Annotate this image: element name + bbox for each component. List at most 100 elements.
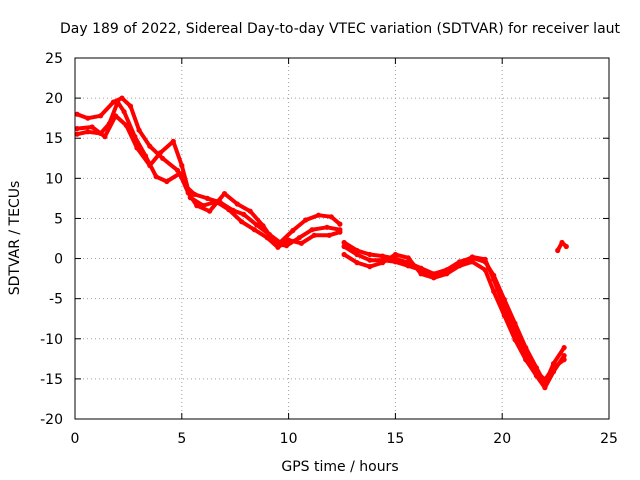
data-point: [326, 232, 332, 238]
tick-labels: 0 5 10 15 20 25 -20 -15 -10 -5 0 5 10 15 20 25: [40, 51, 618, 447]
data-point: [354, 260, 360, 266]
x-tick-label: 15: [386, 431, 404, 447]
data-point: [354, 251, 360, 258]
data-point: [177, 170, 183, 177]
data-point: [523, 357, 529, 363]
data-point: [405, 255, 411, 261]
data-point: [380, 253, 386, 259]
data-point: [523, 349, 529, 355]
data-point: [239, 219, 245, 225]
data-point: [136, 127, 142, 133]
data-point: [179, 162, 185, 169]
data-point: [127, 103, 134, 109]
y-tick-label: 15: [45, 131, 63, 147]
data-point: [559, 239, 565, 246]
data-point: [147, 143, 153, 149]
data-point: [431, 272, 437, 278]
data-point: [561, 357, 567, 363]
y-tick-label: -5: [49, 292, 63, 308]
data-point: [221, 191, 228, 197]
data-point: [251, 227, 257, 233]
data-point: [121, 109, 127, 115]
y-tick-label: -10: [40, 332, 63, 348]
data-point: [469, 254, 475, 260]
y-tick-label: -20: [40, 412, 63, 428]
data-point: [367, 264, 373, 270]
data-point: [110, 99, 116, 105]
data-point: [298, 240, 304, 246]
data-point: [491, 276, 497, 282]
data-point: [542, 385, 548, 391]
x-tick-label: 0: [71, 431, 80, 447]
data-series: [74, 95, 569, 391]
data-point: [264, 235, 270, 241]
data-point: [555, 247, 561, 254]
x-tick-label: 25: [600, 431, 618, 447]
data-point: [469, 259, 475, 265]
data-point: [337, 229, 343, 235]
data-point: [164, 178, 170, 185]
data-point: [113, 113, 119, 119]
data-point: [367, 257, 373, 263]
y-tick-label: 0: [54, 252, 63, 268]
y-axis-label: SDTVAR / TECUs: [7, 181, 23, 296]
data-point: [226, 207, 232, 213]
data-point: [74, 126, 80, 132]
data-point: [501, 304, 507, 311]
data-point: [311, 232, 317, 238]
data-point: [303, 217, 309, 223]
data-point: [482, 256, 488, 262]
data-point: [123, 122, 129, 128]
data-point: [170, 138, 176, 144]
data-point: [286, 237, 292, 243]
data-point: [204, 195, 210, 201]
data-point: [561, 353, 567, 359]
data-point: [456, 260, 463, 266]
y-tick-label: 25: [45, 51, 63, 67]
data-point: [247, 208, 253, 214]
x-tick-label: 10: [280, 431, 298, 447]
data-point: [275, 244, 281, 250]
data-point: [341, 239, 347, 246]
data-point: [392, 259, 398, 265]
data-point: [213, 199, 219, 205]
data-point: [241, 211, 247, 217]
data-point: [192, 191, 198, 197]
x-tick-label: 20: [493, 431, 511, 447]
data-point: [380, 257, 386, 263]
axes: [74, 57, 610, 420]
data-point: [328, 214, 334, 220]
data-point: [341, 243, 347, 250]
data-point: [85, 115, 91, 121]
data-point: [444, 268, 450, 274]
data-point: [290, 227, 296, 234]
data-point: [315, 212, 322, 218]
data-point: [147, 162, 153, 169]
data-point: [115, 99, 121, 105]
data-point: [89, 124, 95, 130]
data-point: [119, 95, 125, 101]
x-axis-label: GPS time / hours: [281, 459, 398, 475]
data-point: [337, 221, 343, 227]
y-tick-label: 20: [45, 91, 63, 107]
data-point: [74, 131, 80, 137]
data-point: [405, 263, 411, 269]
data-point: [74, 111, 80, 117]
data-point: [102, 134, 108, 140]
data-point: [98, 113, 104, 119]
data-point: [561, 345, 567, 351]
data-point: [341, 251, 347, 258]
data-point: [392, 251, 398, 258]
data-point: [260, 223, 266, 229]
data-point: [533, 369, 540, 375]
data-point: [153, 174, 159, 180]
data-point: [324, 224, 330, 230]
data-point: [134, 145, 140, 151]
data-point: [550, 365, 557, 371]
data-point: [512, 337, 518, 343]
chart-title: Day 189 of 2022, Sidereal Day-to-day VTE…: [60, 21, 621, 37]
data-point: [254, 222, 260, 228]
data-point: [563, 243, 569, 250]
